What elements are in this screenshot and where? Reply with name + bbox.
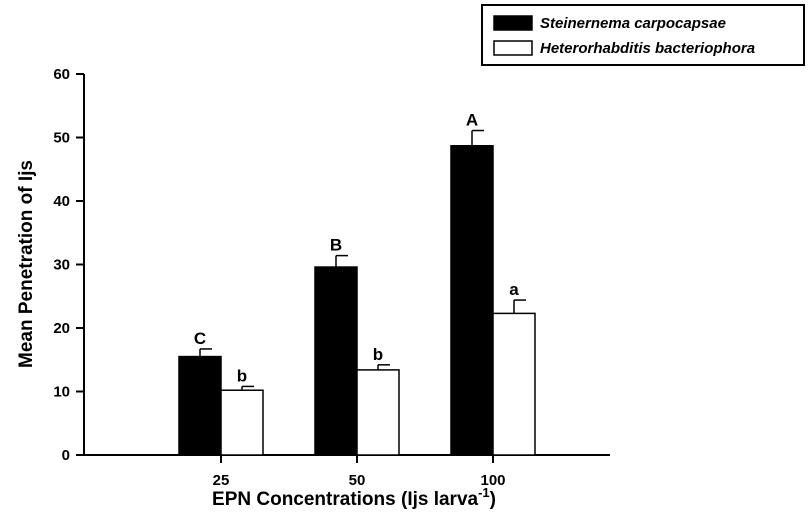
legend-label-series-1: Steinernema carpocapsae <box>540 15 726 32</box>
y-axis-title: Mean Penetration of Ijs <box>16 160 37 368</box>
y-tick-label-30: 30 <box>53 257 70 274</box>
bar-series-1-100 <box>450 145 494 456</box>
legend-swatch-series-2 <box>493 40 533 56</box>
significance-label-series-2-25: b <box>237 366 247 385</box>
significance-label-series-1-25: C <box>194 329 206 348</box>
bar-series-2-100 <box>492 312 536 456</box>
x-axis-title-superscript: -1 <box>478 485 490 500</box>
legend-box <box>481 4 805 66</box>
x-tick-label-50: 50 <box>349 472 366 489</box>
bar-series-1-25 <box>178 355 222 456</box>
significance-label-series-1-100: A <box>466 111 478 130</box>
significance-labels: C B Ab b a <box>194 111 519 386</box>
legend: Steinernema carpocapsae Heterorhabditis … <box>481 4 805 66</box>
y-tick-label-0: 0 <box>62 447 70 464</box>
error-bars <box>199 129 526 391</box>
y-tick-label-10: 10 <box>53 384 70 401</box>
significance-label-series-2-50: b <box>373 345 383 364</box>
y-tick-label-40: 40 <box>53 193 70 210</box>
x-axis-title: EPN Concentrations (Ijs larva-1) <box>212 485 496 510</box>
bar-series-1-50 <box>314 266 358 456</box>
significance-label-series-1-50: B <box>330 236 342 255</box>
bar-series-2-50 <box>356 369 400 456</box>
y-tick-label-50: 50 <box>53 130 70 147</box>
x-tick-label-100: 100 <box>480 472 505 489</box>
y-tick-label-60: 60 <box>53 66 70 83</box>
legend-swatch-series-1 <box>493 15 533 31</box>
y-tick-label-20: 20 <box>53 320 70 337</box>
x-axis-title-main: EPN Concentrations (Ijs larva <box>212 489 479 510</box>
x-axis-title-close: ) <box>490 489 496 510</box>
legend-label-series-2: Heterorhabditis bacteriophora <box>540 40 755 57</box>
significance-label-series-2-100: a <box>509 280 519 299</box>
x-tick-label-25: 25 <box>213 472 230 489</box>
bar-series-2-25 <box>220 389 264 456</box>
bars <box>178 145 536 456</box>
